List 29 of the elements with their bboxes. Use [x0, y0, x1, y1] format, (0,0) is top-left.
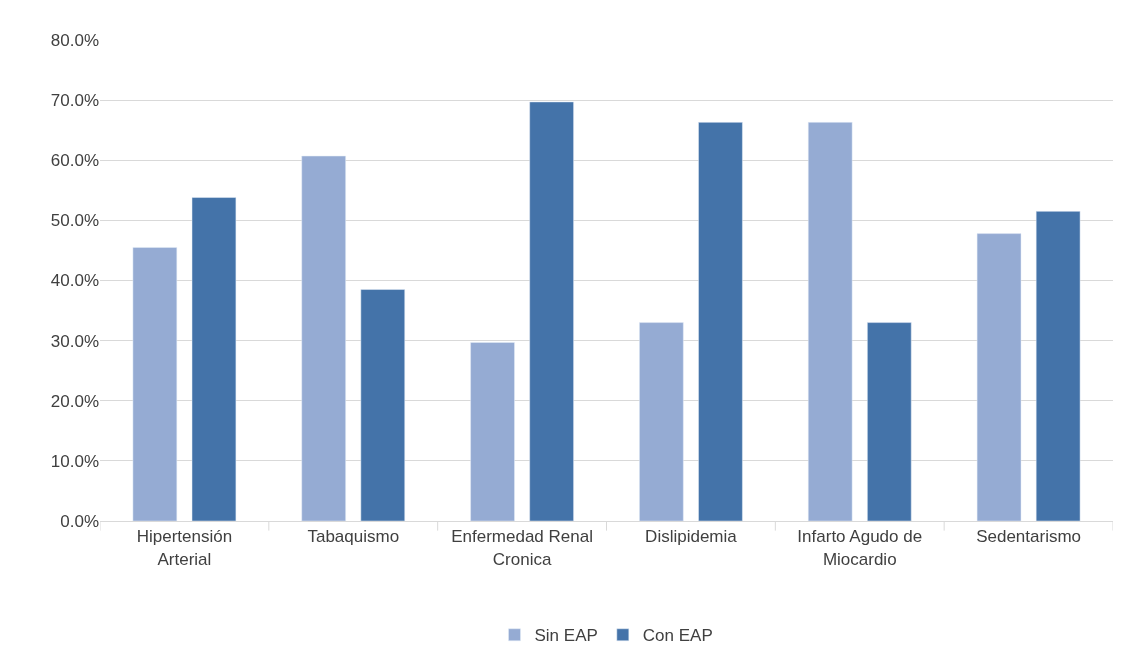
y-tick-label: 30.0%	[50, 331, 99, 351]
x-tick-label: Enfermedad Renal Cronica	[451, 527, 593, 569]
bar	[698, 122, 743, 521]
y-tick-label: 20.0%	[50, 391, 99, 411]
x-tick-label: Sedentarismo	[976, 527, 1082, 547]
bar	[808, 122, 853, 521]
y-tick-label: 10.0%	[50, 451, 99, 471]
bar	[470, 342, 515, 521]
y-tick-label: 0.0%	[60, 511, 99, 531]
bar	[301, 155, 346, 521]
y-tick-label: 80.0%	[50, 30, 99, 50]
bar	[132, 247, 178, 521]
bar	[1035, 211, 1081, 521]
legend-label: Con EAP	[642, 626, 713, 646]
bar	[529, 101, 574, 521]
y-tick-label: 70.0%	[50, 91, 99, 111]
y-tick-label: 60.0%	[50, 151, 99, 171]
legend-label: Sin EAP	[534, 626, 598, 646]
bar	[867, 322, 912, 521]
bar	[191, 197, 237, 521]
x-tick-label: Infarto Agudo de Miocardio	[797, 527, 923, 569]
x-tick-label: Hipertensión Arterial	[136, 527, 233, 569]
bar	[639, 322, 684, 521]
x-tick-label: Tabaquismo	[307, 527, 400, 547]
y-tick-label: 40.0%	[50, 271, 99, 291]
bar	[360, 289, 405, 521]
x-tick-label: Dislipidemia	[645, 527, 738, 547]
y-tick-label: 50.0%	[50, 211, 99, 231]
bar	[976, 233, 1022, 521]
